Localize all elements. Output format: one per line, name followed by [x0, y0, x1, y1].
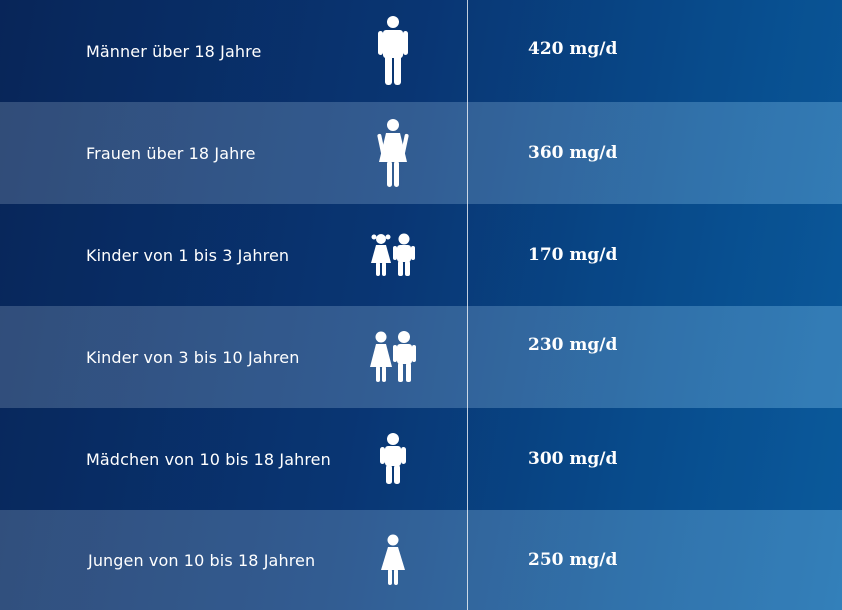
table-row: Frauen über 18 Jahre 360 mg/d: [0, 102, 842, 204]
row-value: 230 mg/d: [528, 335, 618, 355]
row-label: Kinder von 1 bis 3 Jahren: [86, 245, 290, 265]
row-value: 250 mg/d: [528, 550, 618, 570]
table-row: Kinder von 1 bis 3 Jahren 170 mg/d: [0, 204, 842, 306]
column-divider: [467, 0, 468, 610]
table-row: Männer über 18 Jahre 420 mg/d: [0, 0, 842, 102]
row-value: 420 mg/d: [528, 39, 618, 59]
table-row: Kinder von 3 bis 10 Jahren 230 mg/d: [0, 306, 842, 408]
row-value: 170 mg/d: [528, 245, 618, 265]
table-row: Mädchen von 10 bis 18 Jahren 300 mg/d: [0, 408, 842, 510]
row-value: 300 mg/d: [528, 449, 618, 469]
row-label: Kinder von 3 bis 10 Jahren: [86, 347, 300, 367]
girl-icon: [353, 510, 433, 610]
man-icon: [353, 0, 433, 102]
children-icon: [353, 306, 433, 408]
woman-icon: [353, 102, 433, 204]
row-label: Männer über 18 Jahre: [86, 41, 262, 61]
small-children-icon: [353, 204, 433, 306]
table-row: Jungen von 10 bis 18 Jahren 250 mg/d: [0, 510, 842, 610]
boy-icon: [353, 408, 433, 510]
row-label: Mädchen von 10 bis 18 Jahren: [86, 449, 331, 469]
row-label: Frauen über 18 Jahre: [86, 143, 256, 163]
row-label: Jungen von 10 bis 18 Jahren: [88, 550, 316, 570]
row-value: 360 mg/d: [528, 143, 618, 163]
